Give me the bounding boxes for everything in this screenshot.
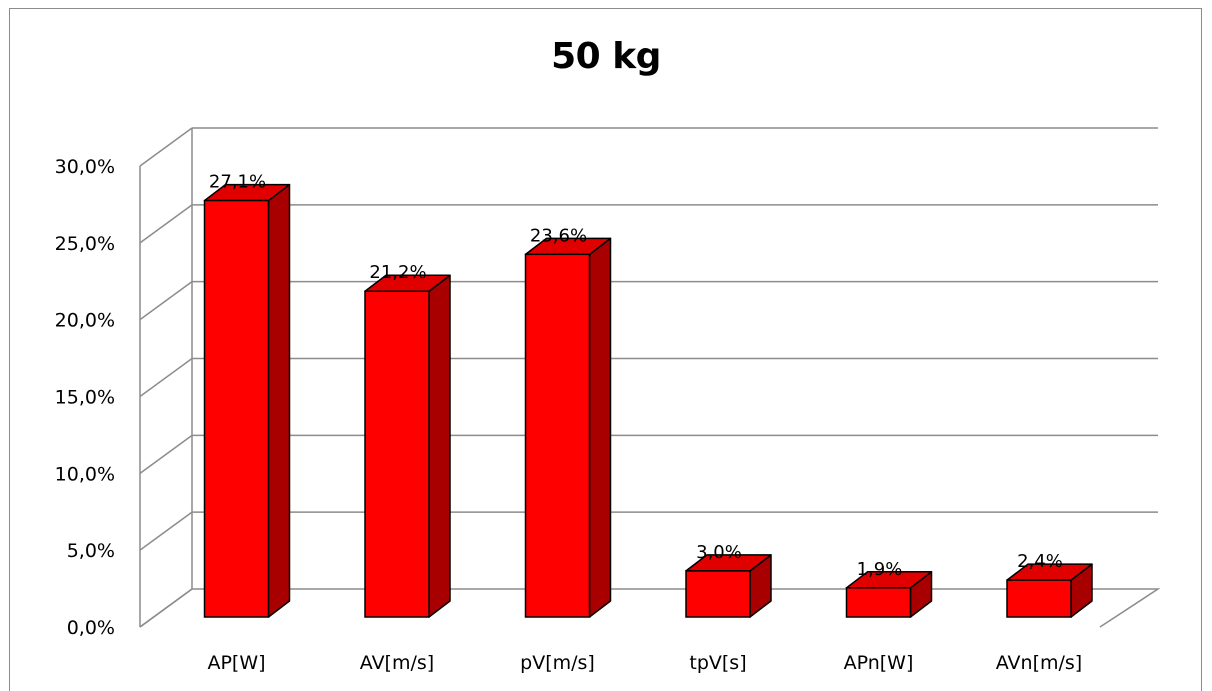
data-label: 21,2% xyxy=(369,262,426,283)
bar xyxy=(524,253,591,618)
left-wall-gridline xyxy=(139,511,193,551)
x-tick-label: AVn[m/s] xyxy=(996,652,1082,674)
bar-side xyxy=(428,274,451,618)
bar xyxy=(1006,579,1072,618)
x-tick-label: APn[W] xyxy=(844,652,914,674)
x-tick-label: pV[m/s] xyxy=(520,652,595,674)
data-label: 27,1% xyxy=(209,172,266,193)
bar xyxy=(364,290,430,618)
left-wall-gridline xyxy=(139,281,193,321)
x-tick-label: tpV[s] xyxy=(689,652,746,674)
y-tick-label: 10,0% xyxy=(55,463,115,485)
data-label: 1,9% xyxy=(857,559,903,580)
left-wall-gridline xyxy=(139,434,193,474)
data-label: 3,0% xyxy=(696,542,742,563)
bar xyxy=(203,199,270,618)
y-tick-label: 5,0% xyxy=(67,540,115,562)
bar xyxy=(685,570,751,618)
y-tick-label: 25,0% xyxy=(55,233,115,255)
left-wall-gridline xyxy=(139,588,193,628)
left-wall-gridline xyxy=(139,204,193,244)
data-label: 23,6% xyxy=(530,225,587,246)
y-tick-label: 15,0% xyxy=(55,387,115,409)
left-wall-gridline xyxy=(139,357,193,398)
bar xyxy=(845,587,912,618)
y-tick-label: 20,0% xyxy=(55,310,115,332)
x-tick-label: AP[W] xyxy=(207,652,265,674)
chart-title: 50 kg xyxy=(551,36,661,77)
left-wall-gridline xyxy=(139,127,193,167)
bar-side xyxy=(267,183,291,618)
y-tick-label: 0,0% xyxy=(67,617,115,639)
y-tick-label: 30,0% xyxy=(55,156,115,178)
floor-plane xyxy=(139,588,1161,628)
data-label: 2,4% xyxy=(1017,551,1063,572)
x-tick-label: AV[m/s] xyxy=(360,652,434,674)
bar-side xyxy=(588,237,612,618)
